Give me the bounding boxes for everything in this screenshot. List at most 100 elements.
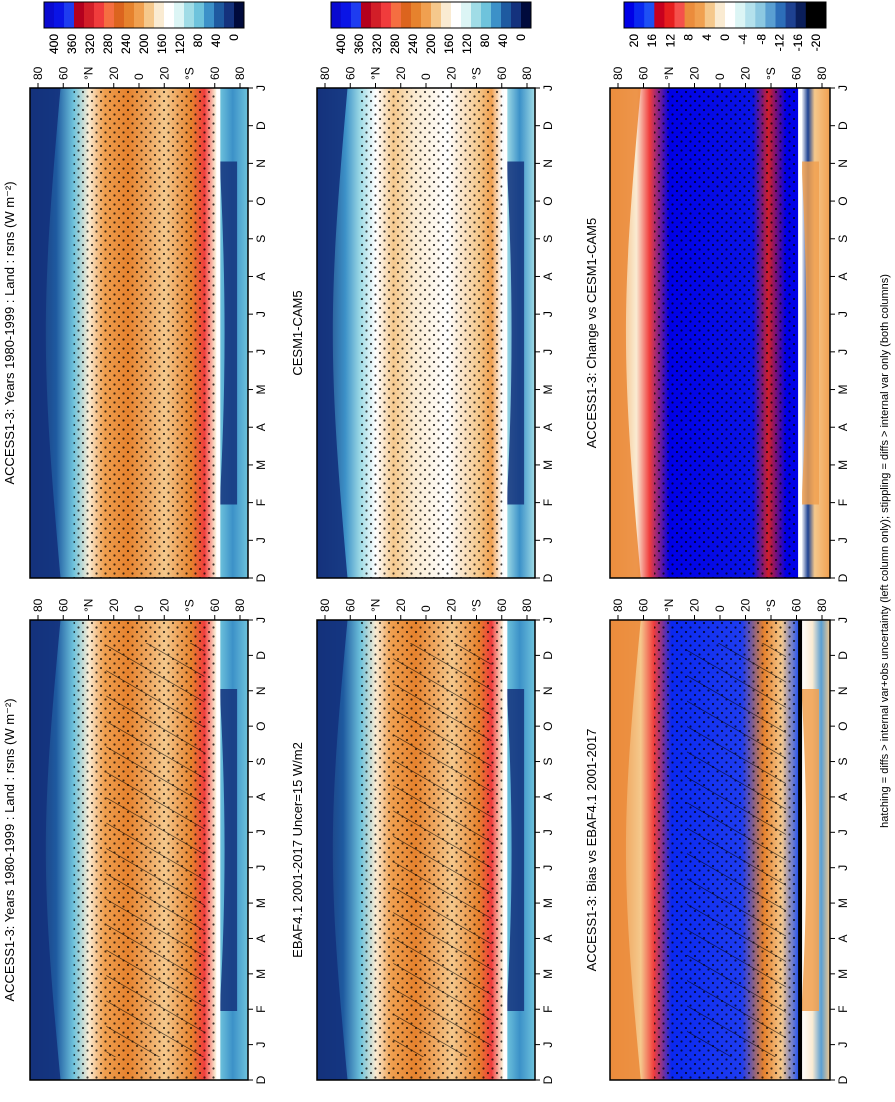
colorbar-swatch <box>54 2 65 28</box>
colorbar-swatch <box>411 2 422 28</box>
colorbar-tick-label: 160 <box>442 34 456 54</box>
lat-tick-label: 80 <box>31 66 45 80</box>
colorbar-frame <box>623 1 827 29</box>
month-tick-label: F <box>254 1006 268 1013</box>
colorbar-swatch <box>501 2 512 28</box>
colorbar-swatch <box>735 2 746 28</box>
colorbar-swatch <box>785 2 797 28</box>
month-tick-label: J <box>836 1042 850 1048</box>
lat-tick-label: 60 <box>343 66 357 80</box>
heatmap-gap <box>798 88 803 578</box>
lat-tick-label: 80 <box>233 66 247 80</box>
month-tick-label: S <box>541 235 555 243</box>
lat-tick-label: 60 <box>56 598 70 612</box>
month-tick-label: A <box>254 272 268 280</box>
month-tick-label: A <box>254 793 268 801</box>
month-tick-label: M <box>254 385 268 395</box>
colorbar-swatch <box>351 2 362 28</box>
month-tick-label: A <box>836 793 850 801</box>
colorbar-swatch <box>765 2 776 28</box>
colorbar-swatch <box>805 2 817 28</box>
lat-tick-label: 80 <box>520 66 534 80</box>
month-tick-label: J <box>836 85 850 91</box>
colorbar: 400 360 320 280 240 200 160 120 80 40 0 <box>43 1 245 54</box>
heatmap-band-south <box>801 689 819 1011</box>
month-tick-label: M <box>836 460 850 470</box>
colorbar-tick-label: 240 <box>119 34 133 54</box>
heatmap-band-north <box>30 620 61 1080</box>
month-tick-label: O <box>836 196 850 205</box>
month-tick-label: J <box>541 537 555 543</box>
colorbar-swatch <box>391 2 402 28</box>
month-tick-label: M <box>254 460 268 470</box>
colorbar-tick-label: -4 <box>736 34 750 45</box>
colorbar-swatch <box>174 2 185 28</box>
colorbar-swatch <box>775 2 787 28</box>
month-tick-label: N <box>541 686 555 695</box>
panel-title: ACCESS1-3: Change vs CESM1-CAM5 <box>584 218 599 448</box>
colorbar-tick-label: 80 <box>191 34 205 48</box>
lat-tick-label: 20 <box>107 598 121 612</box>
colorbar-tick-label: -12 <box>773 34 787 52</box>
colorbar-tick-label: 120 <box>460 34 474 54</box>
month-tick-label: M <box>541 969 555 979</box>
month-tick-label: J <box>254 311 268 317</box>
month-tick-label: M <box>541 898 555 908</box>
lat-tick-label: 80 <box>233 598 247 612</box>
colorbar-swatch <box>725 2 736 28</box>
month-tick-label: F <box>254 499 268 506</box>
lat-tick-label: 60 <box>637 66 651 80</box>
panel-title: ACCESS1-3: Bias vs EBAF4.1 2001-2017 <box>584 729 599 972</box>
colorbar-swatch <box>184 2 195 28</box>
month-tick-label: N <box>254 686 268 695</box>
month-tick-label: J <box>254 1042 268 1048</box>
colorbar-tick-label: 360 <box>65 34 79 54</box>
month-tick-label: O <box>541 721 555 730</box>
lat-tick-label: 80 <box>815 66 829 80</box>
colorbar-swatch <box>431 2 442 28</box>
month-tick-label: J <box>254 349 268 355</box>
month-tick-label: J <box>541 311 555 317</box>
colorbar-tick-label: 120 <box>173 34 187 54</box>
colorbar-swatch <box>64 2 75 28</box>
colorbar-tick-label: 8 <box>682 34 696 41</box>
colorbar: 400 360 320 280 240 200 160 120 80 40 0 <box>330 1 532 54</box>
month-tick-label: A <box>254 934 268 942</box>
colorbar-tick-label: 40 <box>496 34 510 48</box>
month-tick-label: J <box>836 617 850 623</box>
colorbar-swatch <box>381 2 392 28</box>
lat-tick-label: °N <box>82 599 96 612</box>
colorbar-swatch <box>471 2 482 28</box>
month-tick-label: J <box>836 865 850 871</box>
month-tick-label: S <box>836 235 850 243</box>
month-tick-label: J <box>254 85 268 91</box>
month-tick-label: A <box>541 272 555 280</box>
colorbar-tick-label: 120 <box>173 34 187 54</box>
colorbar-swatch <box>361 2 372 28</box>
month-tick-label: N <box>541 159 555 168</box>
month-tick-label: D <box>541 651 555 660</box>
colorbar-tick-label: 20 <box>627 34 641 48</box>
colorbar-swatch <box>144 2 155 28</box>
colorbar-tick-label: 360 <box>352 34 366 54</box>
month-tick-label: J <box>254 617 268 623</box>
month-tick-label: D <box>254 573 268 582</box>
month-tick-label: D <box>836 121 850 130</box>
panel-title: CESM1-CAM5 <box>290 290 305 375</box>
lat-tick-label: 20 <box>444 598 458 612</box>
colorbar-swatch <box>234 2 245 28</box>
month-tick-label: D <box>836 1075 850 1084</box>
lat-tick-label: 80 <box>318 66 332 80</box>
colorbar-tick-label: 40 <box>496 34 510 48</box>
lat-tick-label: °S <box>183 67 197 80</box>
lat-tick-label: 80 <box>520 598 534 612</box>
heatmap-band-south <box>219 689 238 1011</box>
lat-tick-label: 20 <box>157 66 171 80</box>
panel-title: ACCESS1-3: Years 1980-1999 : Land : rsns… <box>2 181 17 484</box>
heatmap-band-south <box>506 689 525 1011</box>
figure-footnote: hatching = diffs > internal var+obs unce… <box>879 274 891 828</box>
heatmap-gap <box>503 88 508 578</box>
colorbar-swatch <box>795 2 807 28</box>
month-tick-label: J <box>541 617 555 623</box>
